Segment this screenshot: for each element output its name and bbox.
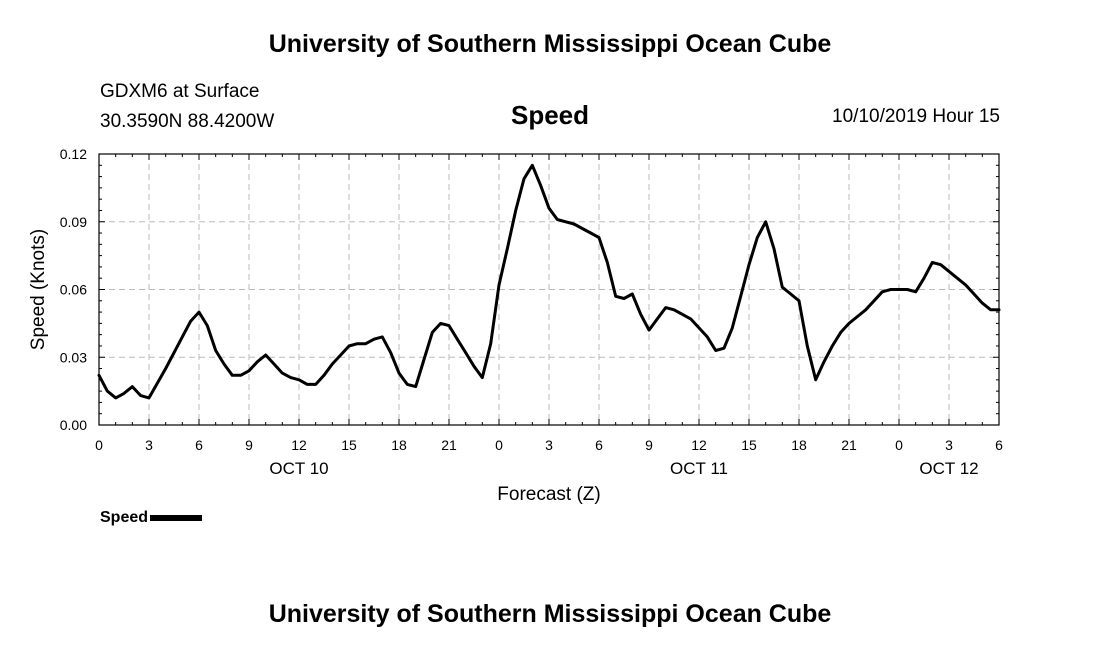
x-tick-label: 18 bbox=[791, 437, 807, 453]
date-label: OCT 11 bbox=[670, 459, 728, 478]
x-tick-label: 0 bbox=[95, 437, 103, 453]
x-tick-label: 9 bbox=[245, 437, 253, 453]
y-tick-label: 0.00 bbox=[60, 417, 87, 433]
x-tick-label: 0 bbox=[495, 437, 503, 453]
y-tick-label: 0.12 bbox=[60, 146, 87, 162]
bottom-title: University of Southern Mississippi Ocean… bbox=[268, 600, 832, 628]
x-tick-label: 6 bbox=[995, 437, 1003, 453]
x-tick-label: 21 bbox=[841, 437, 857, 453]
x-tick-label: 3 bbox=[545, 437, 553, 453]
x-tick-label: 18 bbox=[391, 437, 407, 453]
x-tick-label: 12 bbox=[291, 437, 307, 453]
y-axis-label: Speed (Knots) bbox=[28, 229, 49, 350]
station-name: GDXM6 at Surface bbox=[100, 81, 260, 102]
legend-label: Speed bbox=[100, 509, 149, 526]
x-tick-label: 15 bbox=[341, 437, 357, 453]
y-tick-label: 0.03 bbox=[60, 349, 87, 365]
x-tick-label: 6 bbox=[195, 437, 203, 453]
station-coords: 30.3590N 88.4200W bbox=[100, 111, 275, 132]
date-label: OCT 12 bbox=[919, 459, 978, 478]
x-tick-label: 6 bbox=[595, 437, 603, 453]
plot-frame bbox=[98, 153, 1000, 426]
y-tick-label: 0.09 bbox=[60, 214, 87, 230]
x-tick-label: 12 bbox=[691, 437, 707, 453]
station-info: GDXM6 at Surface 30.3590N 88.4200W bbox=[100, 77, 274, 137]
legend-swatch bbox=[150, 514, 203, 521]
chart-title: Speed bbox=[510, 100, 590, 130]
x-tick-label: 9 bbox=[645, 437, 653, 453]
forecast-datetime: 10/10/2019 Hour 15 bbox=[832, 106, 1000, 127]
series-line-speed bbox=[97, 163, 1001, 400]
date-label: OCT 10 bbox=[269, 459, 328, 478]
x-axis-label: Forecast (Z) bbox=[497, 484, 600, 505]
x-tick-label: 21 bbox=[441, 437, 457, 453]
legend: Speed bbox=[100, 509, 203, 527]
top-title: University of Southern Mississippi Ocean… bbox=[268, 30, 832, 58]
y-tick-label: 0.06 bbox=[60, 282, 87, 298]
x-tick-label: 15 bbox=[741, 437, 757, 453]
x-tick-label: 3 bbox=[145, 437, 153, 453]
x-tick-label: 0 bbox=[895, 437, 903, 453]
x-tick-label: 3 bbox=[945, 437, 953, 453]
